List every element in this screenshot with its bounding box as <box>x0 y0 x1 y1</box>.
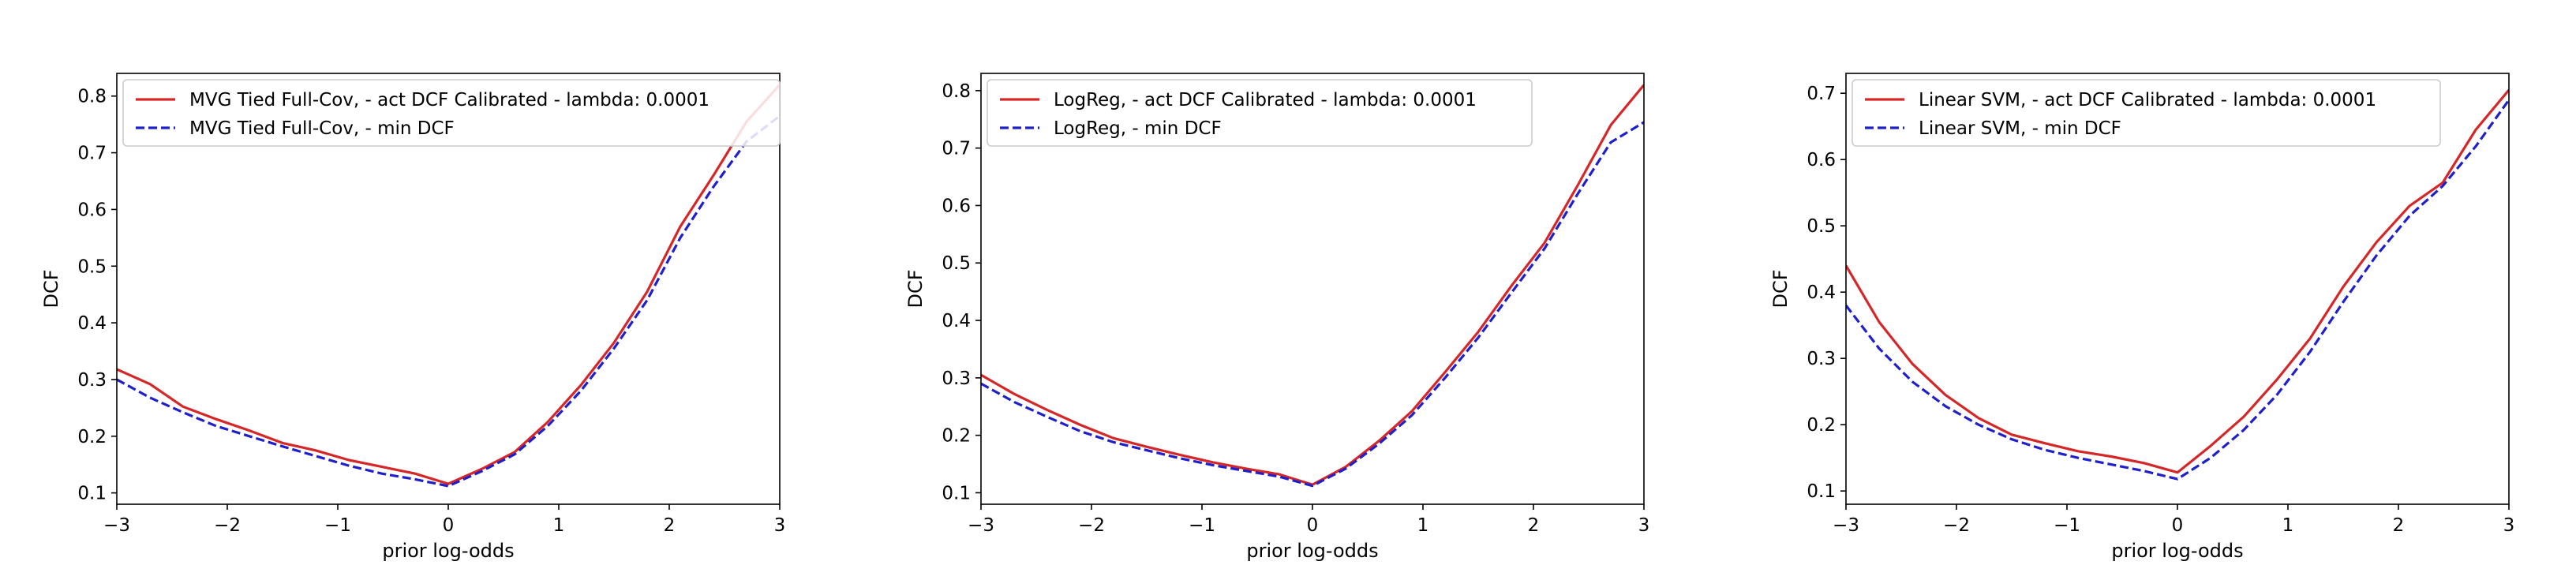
y-axis-label: DCF <box>40 269 62 308</box>
x-tick-label: −3 <box>103 515 130 536</box>
x-tick-label: −1 <box>1189 515 1215 536</box>
legend: Linear SVM, - act DCF Calibrated - lambd… <box>1852 79 2441 147</box>
legend-box <box>1852 79 2441 147</box>
y-tick-label: 0.6 <box>1807 150 1836 170</box>
x-tick-label: 3 <box>1638 515 1650 536</box>
y-tick-label: 0.4 <box>942 311 971 331</box>
x-tick-label: 2 <box>1528 515 1540 536</box>
x-tick-label: 0 <box>2172 515 2184 536</box>
legend-entry: Linear SVM, - act DCF Calibrated - lambd… <box>1919 90 2376 110</box>
y-tick-label: 0.4 <box>77 313 107 334</box>
y-tick-label: 0.5 <box>1807 216 1836 237</box>
x-tick-label: 3 <box>2503 515 2515 536</box>
min-dcf-line <box>117 114 780 488</box>
y-tick-label: 0.5 <box>77 256 107 277</box>
y-tick-label: 0.6 <box>77 200 107 220</box>
x-axis-label: prior log-odds <box>1246 540 1378 562</box>
y-tick-label: 0.3 <box>1807 349 1836 369</box>
x-tick-label: −3 <box>1833 515 1859 536</box>
y-tick-label: 0.1 <box>77 484 107 504</box>
y-tick-label: 0.3 <box>942 369 971 389</box>
x-axis-label: prior log-odds <box>382 540 514 562</box>
legend-box <box>122 79 781 147</box>
legend: LogReg, - act DCF Calibrated - lambda: 0… <box>987 79 1533 147</box>
y-tick-label: 0.2 <box>942 426 971 447</box>
x-tick-label: 1 <box>553 515 565 536</box>
y-axis-label: DCF <box>1769 269 1792 308</box>
y-tick-label: 0.7 <box>77 144 107 164</box>
legend-entry: LogReg, - act DCF Calibrated - lambda: 0… <box>1054 90 1477 110</box>
x-tick-label: −1 <box>2054 515 2080 536</box>
x-tick-label: −2 <box>214 515 241 536</box>
legend-entry: LogReg, - min DCF <box>1054 118 1222 139</box>
y-tick-label: 0.2 <box>77 427 107 447</box>
y-tick-label: 0.1 <box>1807 481 1836 502</box>
x-tick-label: 3 <box>774 515 786 536</box>
y-tick-label: 0.1 <box>942 483 971 503</box>
x-tick-label: 2 <box>2393 515 2405 536</box>
y-axis-label: DCF <box>904 269 927 308</box>
x-tick-label: 1 <box>1417 515 1429 536</box>
legend-entry: MVG Tied Full-Cov, - min DCF <box>189 118 455 139</box>
x-tick-label: −2 <box>1943 515 1970 536</box>
y-tick-label: 0.8 <box>942 81 971 102</box>
x-tick-label: 2 <box>664 515 676 536</box>
act-dcf-line <box>1846 88 2509 474</box>
x-tick-label: 0 <box>1307 515 1319 536</box>
x-tick-label: −3 <box>968 515 994 536</box>
chart-panel-2: −3 −2 −1 0 1 2 3 0.1 0.2 0.3 0.4 0.5 0.6 0.7 0.8 prior … <box>904 73 1649 562</box>
min-dcf-line <box>1846 99 2509 481</box>
x-axis-label: prior log-odds <box>2111 540 2243 562</box>
series-group <box>1846 88 2509 481</box>
legend: MVG Tied Full-Cov, - act DCF Calibrated … <box>122 79 781 147</box>
legend-box <box>987 79 1533 147</box>
x-tick-label: −2 <box>1078 515 1105 536</box>
y-tick-label: 0.2 <box>1807 415 1836 436</box>
series-group <box>981 84 1644 488</box>
x-tick-label: −1 <box>324 515 351 536</box>
legend-entry: MVG Tied Full-Cov, - act DCF Calibrated … <box>189 90 710 110</box>
chart-panel-3: −3 −2 −1 0 1 2 3 0.1 0.2 0.3 0.4 0.5 0.6 0.7 prior log… <box>1769 73 2514 562</box>
y-tick-label: 0.4 <box>1807 283 1836 303</box>
y-tick-label: 0.3 <box>77 370 107 391</box>
legend-entry: Linear SVM, - min DCF <box>1919 118 2121 139</box>
x-tick-label: 0 <box>443 515 455 536</box>
act-dcf-line <box>117 84 780 485</box>
y-tick-label: 0.5 <box>942 253 971 274</box>
min-dcf-line <box>981 121 1644 488</box>
y-tick-label: 0.6 <box>942 196 971 216</box>
series-group <box>117 84 780 488</box>
chart-panel-1: −3 −2 −1 0 1 2 3 0.1 0.2 0.3 0.4 0.5 0.6 0.7 0.8 prior … <box>40 73 785 562</box>
x-tick-label: 1 <box>2282 515 2294 536</box>
y-tick-label: 0.8 <box>77 87 107 107</box>
y-tick-label: 0.7 <box>1807 84 1836 104</box>
y-tick-label: 0.7 <box>942 139 971 159</box>
